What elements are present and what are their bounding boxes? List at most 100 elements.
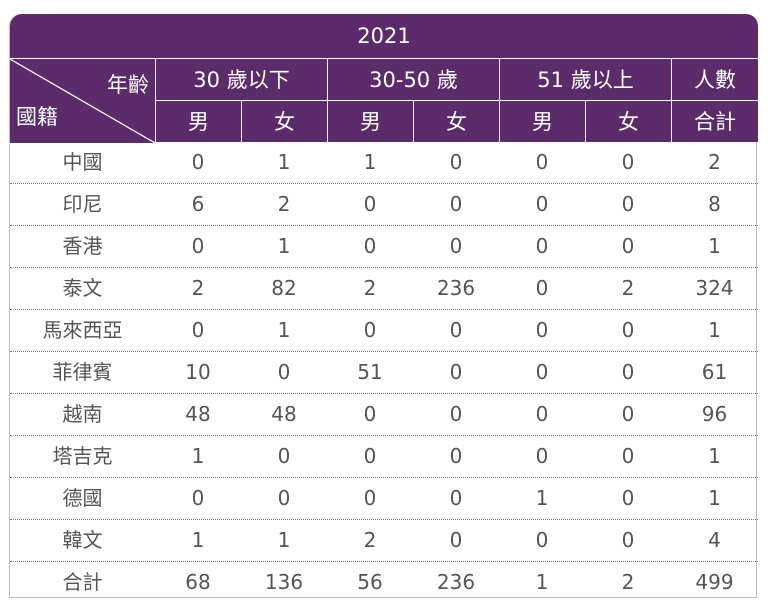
value-cell: 0 — [535, 318, 549, 342]
value-cell: 1 — [277, 528, 291, 552]
table-row: 泰文 2 82 2 236 0 2 324 — [10, 268, 758, 310]
value-cell: 0 — [191, 234, 205, 258]
value-cell: 0 — [191, 486, 205, 510]
value-cell: 0 — [449, 192, 463, 216]
value-cell: 4 — [708, 528, 721, 552]
value-cell: 0 — [277, 486, 291, 510]
country-name: 韓文 — [62, 528, 103, 552]
value-cell: 1 — [708, 234, 721, 258]
subheader-male: 男 — [327, 100, 413, 142]
subheader-female: 女 — [241, 100, 327, 142]
value-cell: 136 — [264, 570, 304, 594]
group-header-over-51: 51 歲以上 — [499, 58, 671, 100]
country-name: 印尼 — [62, 192, 103, 216]
value-cell: 82 — [271, 276, 297, 300]
value-cell: 2 — [363, 528, 377, 552]
group-header-30-50: 30-50 歲 — [327, 58, 499, 100]
value-cell: 0 — [449, 486, 463, 510]
value-cell: 48 — [185, 402, 211, 426]
value-cell: 0 — [449, 528, 463, 552]
country-name: 德國 — [62, 486, 103, 510]
value-cell: 1 — [708, 444, 721, 468]
value-cell: 1 — [363, 150, 377, 174]
value-cell: 0 — [449, 318, 463, 342]
value-cell: 2 — [621, 276, 635, 300]
table-row: 塔吉克 1 0 0 0 0 0 1 — [10, 436, 758, 478]
value-cell: 0 — [449, 444, 463, 468]
value-cell: 0 — [191, 150, 205, 174]
value-cell: 0 — [621, 360, 635, 384]
value-cell: 0 — [363, 486, 377, 510]
table-row: 中國 0 1 1 0 0 0 2 — [10, 142, 758, 184]
value-cell: 0 — [363, 402, 377, 426]
value-cell: 0 — [277, 444, 291, 468]
country-name: 菲律賓 — [52, 360, 113, 384]
value-cell: 1 — [191, 528, 205, 552]
value-cell: 0 — [621, 318, 635, 342]
table-header: 2021 年齡 國籍 30 歲以下 30-50 歲 51 歲以上 人數 男 女 … — [10, 14, 758, 143]
value-cell: 6 — [191, 192, 205, 216]
value-cell: 10 — [185, 360, 211, 384]
value-cell: 0 — [621, 192, 635, 216]
year-title: 2021 — [357, 24, 411, 48]
diagonal-line — [10, 59, 155, 143]
table-row: 香港 0 1 0 0 0 0 1 — [10, 226, 758, 268]
value-cell: 0 — [449, 402, 463, 426]
group-header-under-30: 30 歲以下 — [155, 58, 327, 100]
group-header-count: 人數 — [671, 58, 758, 100]
value-cell: 0 — [449, 234, 463, 258]
value-cell: 0 — [363, 192, 377, 216]
value-cell: 61 — [701, 360, 728, 384]
value-cell: 1 — [191, 444, 205, 468]
value-cell: 2 — [277, 192, 291, 216]
value-cell: 0 — [363, 444, 377, 468]
age-label: 年齡 — [107, 73, 149, 97]
value-cell: 1 — [708, 486, 721, 510]
diagonal-header-cell: 年齡 國籍 — [10, 58, 155, 143]
value-cell: 51 — [357, 360, 383, 384]
value-cell: 0 — [535, 150, 549, 174]
value-cell: 0 — [621, 150, 635, 174]
country-name: 中國 — [62, 150, 103, 174]
value-cell: 1 — [277, 318, 291, 342]
value-cell: 0 — [621, 486, 635, 510]
table-row: 越南 48 48 0 0 0 0 96 — [10, 394, 758, 436]
table-row: 菲律賓 10 0 51 0 0 0 61 — [10, 352, 758, 394]
country-name: 塔吉克 — [52, 444, 113, 468]
value-cell: 0 — [535, 276, 549, 300]
table-row: 德國 0 0 0 0 1 0 1 — [10, 478, 758, 520]
value-cell: 0 — [535, 402, 549, 426]
value-cell: 2 — [363, 276, 377, 300]
country-name: 馬來西亞 — [42, 318, 123, 342]
country-name: 泰文 — [62, 276, 103, 300]
value-cell: 0 — [535, 444, 549, 468]
value-cell: 1 — [277, 150, 291, 174]
value-cell: 0 — [621, 444, 635, 468]
table-row: 韓文 1 1 2 0 0 0 4 — [10, 520, 758, 562]
value-cell: 2 — [708, 150, 721, 174]
value-cell: 0 — [535, 360, 549, 384]
value-cell: 2 — [621, 570, 635, 594]
value-cell: 0 — [363, 318, 377, 342]
table-row: 印尼 6 2 0 0 0 0 8 — [10, 184, 758, 226]
value-cell: 324 — [695, 276, 734, 300]
subheader-female: 女 — [413, 100, 499, 142]
value-cell: 0 — [449, 360, 463, 384]
country-name: 合計 — [62, 570, 103, 594]
value-cell: 0 — [535, 528, 549, 552]
value-cell: 499 — [695, 570, 734, 594]
value-cell: 0 — [535, 192, 549, 216]
value-cell: 1 — [277, 234, 291, 258]
value-cell: 2 — [191, 276, 205, 300]
total-row: 合計 68 136 56 236 1 2 499 — [10, 562, 758, 604]
value-cell: 0 — [621, 528, 635, 552]
subheader-male: 男 — [499, 100, 585, 142]
value-cell: 96 — [701, 402, 728, 426]
value-cell: 0 — [621, 402, 635, 426]
country-name: 香港 — [62, 234, 103, 258]
value-cell: 0 — [277, 360, 291, 384]
subheader-female: 女 — [585, 100, 671, 142]
value-cell: 1 — [708, 318, 721, 342]
value-cell: 0 — [191, 318, 205, 342]
value-cell: 1 — [535, 570, 549, 594]
